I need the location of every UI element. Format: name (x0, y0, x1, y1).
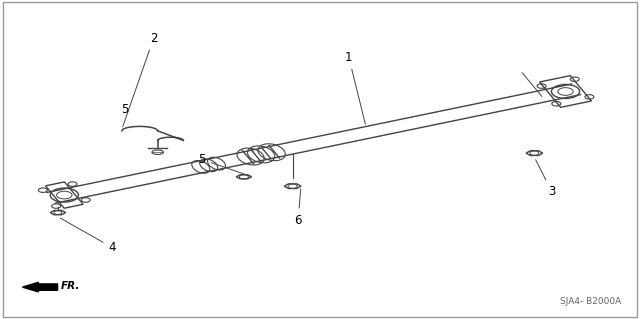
Text: 3: 3 (536, 160, 556, 198)
Text: 5: 5 (121, 103, 129, 116)
Text: SJA4- B2000A: SJA4- B2000A (559, 297, 621, 306)
Text: 5: 5 (198, 153, 250, 176)
Text: 4: 4 (60, 218, 116, 254)
Text: FR.: FR. (61, 281, 80, 291)
Text: 1: 1 (345, 51, 365, 124)
Text: 6: 6 (294, 189, 302, 226)
FancyArrow shape (22, 282, 58, 292)
Text: 2: 2 (123, 32, 157, 127)
